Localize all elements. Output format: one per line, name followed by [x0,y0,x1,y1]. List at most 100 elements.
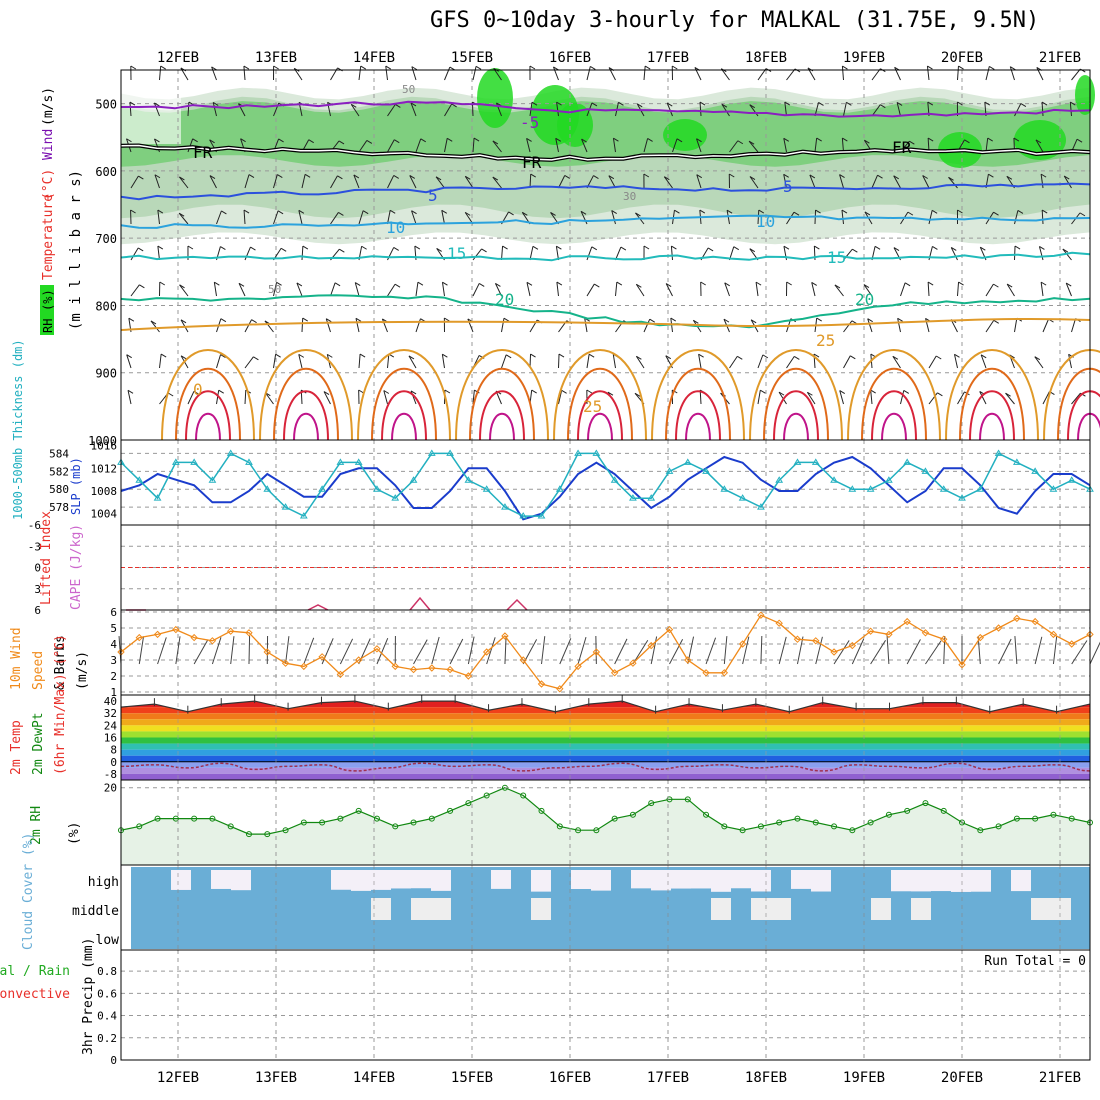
wind-barb [834,284,841,289]
wind10m-point [574,662,582,671]
thickness-point [1031,467,1040,474]
wind-barb [839,390,845,394]
wind-barb [987,137,993,142]
isotherm-30 [175,367,241,441]
wind-barb [647,138,653,142]
wind-barb [760,389,766,394]
wind-barb [1010,66,1016,71]
wind-barb [871,104,881,117]
wind-barb [526,138,531,153]
wind10m-barb [851,638,865,665]
contour-label-50: 50 [268,283,281,296]
isotherm-30 [861,367,927,441]
wind-barb [154,174,160,189]
wind-barb [635,212,641,217]
wind-barb [179,176,185,181]
wind-barb [643,66,646,81]
wind-barb [211,66,217,81]
isotherm-40 [783,412,809,441]
wind-barb [643,319,651,333]
wind-barb [435,176,442,181]
wind-barb [834,284,844,297]
wind-barb [809,174,816,189]
thickness-point [391,494,400,501]
y-axis-label-wind10m: Speed [31,651,46,690]
cloud-high-gap [231,870,251,891]
wind-barb [841,66,844,81]
wind-barb [1070,101,1076,106]
wind-barb [556,281,563,286]
wind-barb [900,390,905,405]
cloud-high-gap [691,870,711,889]
wind-barb [778,391,787,405]
wind-barb [871,68,881,81]
wind-barb [475,65,482,70]
wind-barb [556,282,559,297]
thickness-point [976,485,985,492]
y-tick-label-wind: 5 [110,622,117,635]
wind-barb [1041,101,1044,117]
wind-barb [209,175,216,180]
wind-barb [635,355,645,369]
x-tick-label-date-bottom: 20FEB [941,1070,983,1086]
wind-barb [130,209,136,214]
rh2m-point [776,819,783,826]
wind-barb [794,355,800,360]
wind-barb [244,174,250,189]
temp-color-band [121,695,1090,701]
isotherm-35 [969,390,1015,441]
wind10m-barb [175,636,181,665]
isotherm-30 [567,367,633,441]
wind-barb [964,139,970,144]
wind-barb [1068,354,1072,369]
wind-barb [900,282,906,297]
y-axis-label-thickness-text: 1000-500mb Thickness (dm) [11,339,25,520]
wind-barb [950,247,958,261]
wind-barb [1005,392,1011,397]
wind10m-point [391,662,399,671]
wind-barb [157,246,160,261]
contour-label-minus5: -5 [520,113,539,132]
wind-barb [383,390,388,405]
thickness-point [409,476,418,483]
wind-barb [664,176,670,181]
wind-barb [877,174,883,179]
wind-barb [277,174,283,178]
wind10m-point [940,635,948,643]
isotherm-30 [959,367,1025,441]
wind-barb [502,245,508,250]
wind10m-point [885,630,893,639]
wind-barb [591,246,598,251]
precip-panel: 0 0.2 0.4 0.6 0.8 Run Total = 0 Total / Rain Co… [0,938,1090,1067]
y-axis-label-wind10m-text: & Barbs [53,635,68,690]
wind10m-point [738,640,747,648]
wind10m-barb [413,639,428,665]
wind-barb [526,282,531,297]
wind-barb [615,282,618,297]
y-tick-label-lifted: -6 [28,519,41,532]
cloud-high-gap [811,870,831,892]
wind-barb [927,65,933,70]
wind-barb [1039,246,1045,250]
wind-barb [387,104,396,117]
y-tick-label-precip: 0.8 [97,965,117,978]
rh2m-point [319,819,326,826]
wind-barb [238,283,246,297]
cape-point [307,604,329,611]
cloud-high-gap [1011,870,1031,892]
wind-barb [244,356,254,369]
wind-barb [867,318,873,333]
cloud-high-gap [791,870,811,889]
wind-barb [586,246,593,261]
rh2m-point [337,815,344,822]
wind10m-point [647,641,655,650]
wind-barb [338,140,345,145]
cloud-high-gap [751,870,771,892]
wind-barb [325,318,331,333]
wind10m-point [720,669,729,677]
wind-barb [620,246,627,251]
contour-label-20: 20 [495,290,514,309]
y-axis-label-rh2m-text: (%) [67,822,82,845]
isotherm-line [121,100,1091,118]
thickness-point [1012,458,1021,465]
